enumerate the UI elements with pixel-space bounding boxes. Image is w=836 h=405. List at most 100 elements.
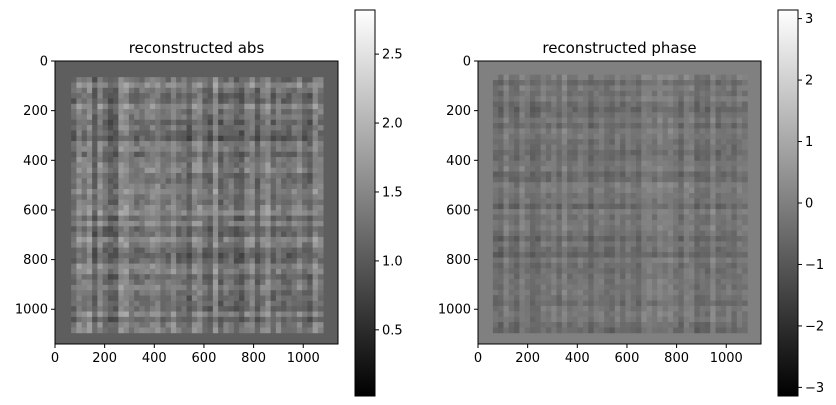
heatmap-cell — [202, 141, 209, 147]
heatmap-cell — [312, 82, 319, 89]
heatmap-cell — [181, 167, 188, 174]
heatmap-cell — [736, 139, 743, 145]
heatmap-cell — [524, 300, 531, 307]
heatmap-cell — [630, 273, 637, 280]
heatmap-cell — [181, 263, 188, 270]
heatmap-cell — [614, 289, 621, 296]
heatmap-cell — [286, 274, 293, 280]
heatmap-cell — [720, 182, 727, 189]
heatmap-cell — [202, 114, 209, 121]
heatmap-cell — [604, 305, 610, 312]
heatmap-cell — [71, 103, 77, 110]
heatmap-cell — [244, 215, 251, 222]
heatmap-cell — [107, 295, 114, 302]
heatmap-cell — [715, 230, 722, 237]
heatmap-cell — [160, 77, 167, 83]
heatmap-cell — [572, 230, 579, 237]
heatmap-cell — [165, 311, 172, 318]
heatmap-cell — [92, 157, 98, 163]
heatmap-cell — [508, 155, 515, 162]
heatmap-cell — [118, 295, 125, 302]
heatmap-cell — [651, 230, 658, 237]
heatmap-cell — [139, 327, 146, 334]
heatmap-cell — [197, 300, 203, 307]
heatmap-cell — [662, 85, 669, 92]
heatmap-cell — [657, 273, 663, 280]
heatmap-cell — [218, 183, 224, 190]
heatmap-cell — [71, 173, 77, 179]
heatmap-cell — [689, 284, 695, 291]
heatmap-cell — [535, 166, 541, 172]
heatmap-cell — [694, 85, 701, 92]
heatmap-cell — [197, 114, 203, 121]
heatmap-cell — [540, 128, 547, 135]
heatmap-cell — [265, 247, 272, 254]
heatmap-cell — [699, 160, 706, 167]
heatmap-cell — [317, 284, 324, 291]
heatmap-cell — [535, 192, 541, 199]
heatmap-cell — [609, 203, 616, 210]
heatmap-cell — [742, 166, 748, 172]
heatmap-cell — [673, 316, 679, 323]
heatmap-cell — [92, 316, 98, 323]
heatmap-cell — [577, 209, 584, 215]
heatmap-cell — [128, 263, 135, 270]
heatmap-cell — [149, 199, 156, 206]
heatmap-cell — [742, 268, 748, 275]
heatmap-cell — [556, 322, 563, 328]
heatmap-cell — [181, 231, 188, 238]
heatmap-cell — [155, 247, 161, 254]
heatmap-cell — [704, 133, 711, 140]
heatmap-cell — [667, 149, 674, 156]
heatmap-cell — [233, 82, 240, 89]
heatmap-cell — [583, 311, 589, 318]
heatmap-cell — [191, 268, 198, 275]
heatmap-cell — [144, 311, 151, 318]
heatmap-cell — [651, 160, 658, 167]
heatmap-cell — [113, 247, 119, 254]
heatmap-cell — [598, 90, 605, 97]
heatmap-cell — [176, 87, 182, 94]
heatmap-cell — [118, 316, 125, 323]
heatmap-cell — [134, 119, 140, 126]
heatmap-cell — [312, 204, 319, 211]
heatmap-cell — [181, 87, 188, 94]
heatmap-cell — [657, 225, 663, 232]
heatmap-cell — [202, 98, 209, 105]
heatmap-cell — [514, 203, 520, 210]
heatmap-cell — [113, 268, 119, 275]
heatmap-cell — [530, 155, 536, 162]
heatmap-cell — [492, 117, 499, 124]
heatmap-cell — [498, 80, 504, 86]
heatmap-cell — [97, 295, 104, 302]
heatmap-cell — [107, 162, 114, 169]
heatmap-cell — [742, 171, 748, 178]
heatmap-cell — [92, 98, 98, 105]
heatmap-cell — [694, 284, 701, 291]
heatmap-cell — [620, 187, 626, 194]
heatmap-cell — [503, 219, 510, 226]
heatmap-cell — [134, 306, 140, 312]
heatmap-cell — [657, 192, 663, 199]
heatmap-cell — [742, 192, 748, 199]
heatmap-cell — [556, 268, 563, 275]
heatmap-cell — [519, 160, 526, 167]
heatmap-cell — [312, 93, 319, 99]
heatmap-cell — [113, 204, 119, 211]
heatmap-cell — [535, 203, 541, 210]
heatmap-cell — [641, 90, 648, 97]
heatmap-cell — [508, 262, 515, 269]
heatmap-cell — [646, 284, 653, 291]
heatmap-cell — [561, 176, 568, 183]
heatmap-cell — [561, 96, 568, 102]
heatmap-cell — [577, 305, 584, 312]
heatmap-cell — [641, 300, 648, 307]
heatmap-cell — [598, 300, 605, 307]
heatmap-cell — [176, 226, 182, 233]
heatmap-cell — [317, 173, 324, 179]
heatmap-cell — [651, 295, 658, 301]
heatmap-cell — [170, 236, 177, 243]
heatmap-cell — [651, 85, 658, 92]
heatmap-cell — [170, 109, 177, 115]
heatmap-cell — [307, 119, 314, 126]
